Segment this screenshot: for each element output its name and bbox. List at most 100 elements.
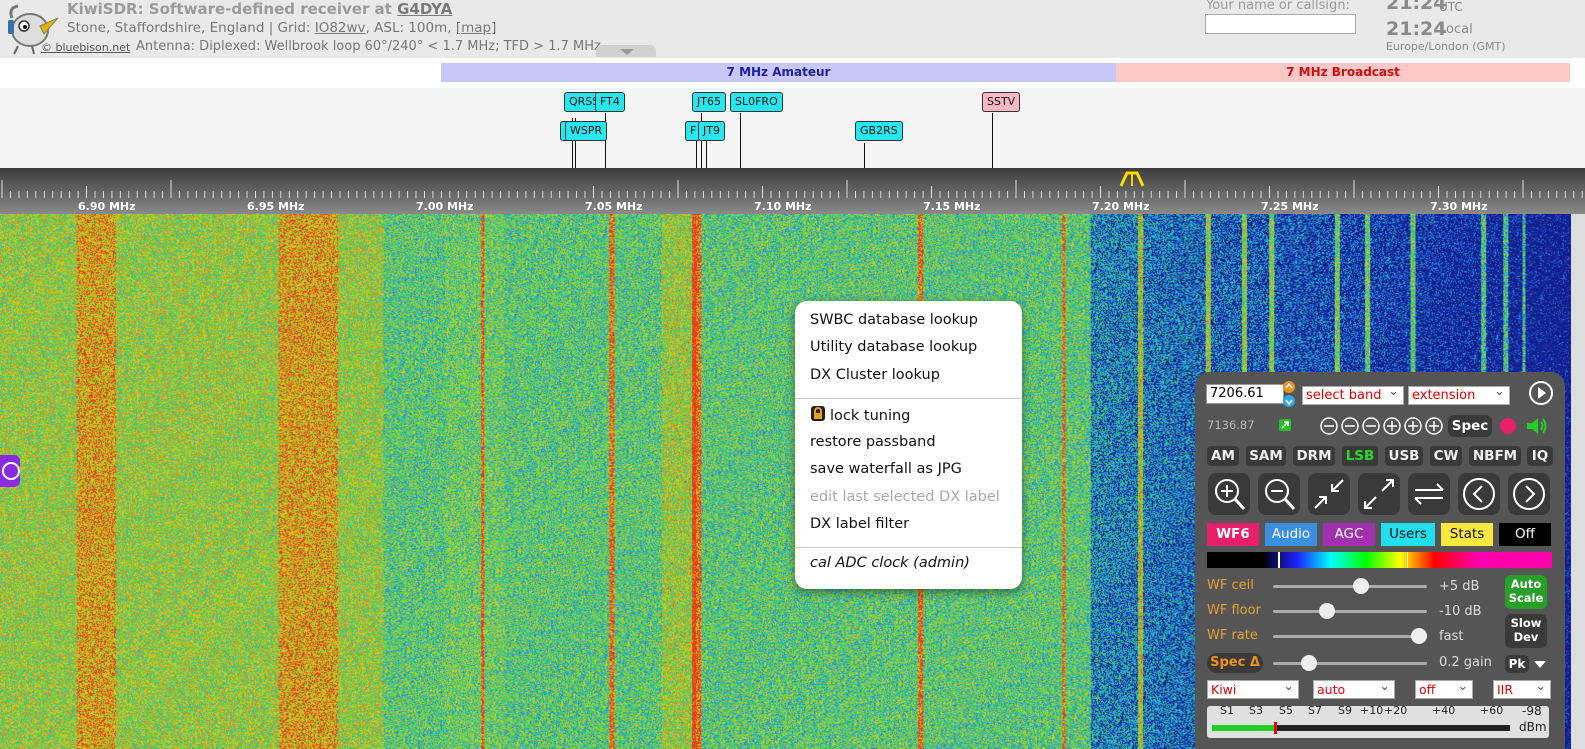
auto-scale-button[interactable]: Auto Scale [1505,575,1547,609]
smeter-label: +20 [1384,704,1408,717]
tab-stats[interactable]: Stats [1441,523,1493,546]
zoom-max-out-button[interactable] [1358,473,1400,515]
freq-step-icon[interactable] [1282,380,1296,408]
callsign-link[interactable]: G4DYA [397,0,453,18]
menu-edit-dx-label: edit last selected DX label [810,489,1000,505]
map-link[interactable]: [map] [455,20,497,36]
dx-label-gb2rs[interactable]: GB2RS [855,121,903,141]
smeter-label: S7 [1308,704,1322,717]
gain-handle[interactable] [1301,655,1317,671]
zoom-band-button[interactable] [1308,473,1350,515]
smeter-label: +10 [1360,704,1384,717]
dx-label-qrss[interactable]: QRSS [564,92,605,112]
menu-restore-passband[interactable]: restore passband [810,434,936,450]
waterfall-scrollbar[interactable] [1571,214,1585,749]
dx-label-ft4[interactable]: FT4 [595,92,625,112]
zoom-in-button[interactable] [1208,473,1250,515]
s-meter [1207,706,1549,738]
grid-link[interactable]: IO82wv [314,20,366,36]
zoom-in-icon [1215,479,1246,511]
side-panel-toggle[interactable] [0,455,20,487]
wf-rate-label: WF rate [1207,628,1258,643]
dx-label-wspr[interactable]: WSPR [565,121,608,141]
tab-off[interactable]: Off [1499,523,1551,546]
kiwi-dropdown[interactable]: Kiwi [1207,677,1299,699]
frequency-input[interactable]: 7206.61 [1206,384,1284,404]
extension-dropdown[interactable]: extension [1408,383,1510,405]
dbm-value: -98 [1522,704,1542,718]
page-toggle-button[interactable] [1408,473,1450,515]
wf-rate-handle[interactable] [1411,628,1427,644]
credit-link[interactable]: © bluebison.net [41,41,131,54]
antenna-info: Antenna: Diplexed: Wellbrook loop 60°/24… [136,39,601,54]
mode-drm-button[interactable]: DRM [1293,446,1335,466]
iir-dropdown[interactable]: IIR [1493,677,1551,699]
select-band-dropdown[interactable]: select band [1302,383,1404,405]
wf-floor-value: -10 dB [1439,604,1482,619]
gain-slider[interactable] [1273,662,1427,665]
pk-button[interactable]: Pk [1505,655,1529,673]
smeter-label: S3 [1249,704,1263,717]
mode-nbfm-button[interactable]: NBFM [1469,446,1521,466]
band-amateur[interactable]: 7 MHz Amateur [441,63,1116,82]
mode-sam-button[interactable]: SAM [1246,446,1286,466]
passband-marker-icon[interactable] [1119,170,1145,188]
scale-label: 7.30 MHz [1430,200,1488,213]
band-broadcast[interactable]: 7 MHz Broadcast [1116,63,1570,82]
wf-floor-slider[interactable] [1273,610,1427,613]
colormap-bar [1207,552,1552,568]
tab-users[interactable]: Users [1381,523,1435,546]
page-right-button[interactable] [1508,473,1550,515]
wf-ceil-value: +5 dB [1439,579,1480,594]
wf-floor-handle[interactable] [1319,603,1335,619]
mode-am-button[interactable]: AM [1207,446,1239,466]
record-icon[interactable] [1500,418,1516,434]
chevron-down-icon[interactable] [1533,660,1547,670]
dx-label-jt9[interactable]: JT9 [698,121,725,141]
menu-dx-label-filter[interactable]: DX label filter [810,516,910,532]
tab-agc[interactable]: AGC [1323,523,1375,546]
slow-dev-button[interactable]: Slow Dev [1505,614,1547,648]
wf-ceil-handle[interactable] [1353,578,1369,594]
expand-icon [1364,479,1394,509]
wf-ceil-label: WF ceil [1207,578,1254,593]
zoom-step-icon[interactable] [1319,416,1443,436]
context-menu: SWBC database lookup Utility database lo… [795,301,1022,589]
smeter-label: S9 [1338,704,1352,717]
menu-lock-tuning[interactable]: lock tuning [810,405,910,424]
menu-save-waterfall[interactable]: save waterfall as JPG [810,461,962,477]
menu-dxcluster-lookup[interactable]: DX Cluster lookup [810,367,940,383]
mode-usb-button[interactable]: USB [1385,446,1423,466]
tab-wf6[interactable]: WF6 [1207,523,1259,546]
dx-label-sstv[interactable]: SSTV [982,92,1021,112]
menu-cal-adc-clock[interactable]: cal ADC clock (admin) [810,555,970,571]
off-dropdown[interactable]: off [1415,677,1473,699]
gain-value: 0.2 gain [1439,655,1492,670]
mode-cw-button[interactable]: CW [1430,446,1462,466]
mode-lsb-button[interactable]: LSB [1342,446,1378,466]
spec-delta-button[interactable]: Spec Δ [1207,653,1263,673]
wf-rate-slider[interactable] [1273,635,1427,638]
dx-label-sl0fro[interactable]: SL0FRO [730,92,783,112]
menu-swbc-lookup[interactable]: SWBC database lookup [810,312,978,328]
speaker-icon[interactable] [1525,415,1549,437]
zoom-out-button[interactable] [1258,473,1300,515]
menu-utility-lookup[interactable]: Utility database lookup [810,339,978,355]
mode-iq-button[interactable]: IQ [1527,446,1553,466]
lock-icon [811,406,825,421]
dx-label-jt65[interactable]: JT65 [692,92,726,112]
smeter-track [1212,722,1510,734]
smeter-label: +60 [1480,704,1504,717]
kiwi-logo-icon[interactable] [0,0,64,56]
dx-label-area: QRSS FT4 JT65 SL0FRO SSTV WSPR F JT9 GB2… [0,88,1585,168]
name-input[interactable] [1205,14,1356,34]
last-frequency[interactable]: 7136.87 [1207,418,1255,432]
open-link-icon[interactable] [1278,418,1292,432]
collapse-header-button[interactable] [596,45,656,57]
spec-button[interactable]: Spec [1448,415,1492,437]
wf-ceil-slider[interactable] [1273,585,1427,588]
page-left-button[interactable] [1458,473,1500,515]
play-icon[interactable] [1528,380,1554,406]
tab-audio[interactable]: Audio [1265,523,1317,546]
auto-dropdown[interactable]: auto [1313,677,1395,699]
